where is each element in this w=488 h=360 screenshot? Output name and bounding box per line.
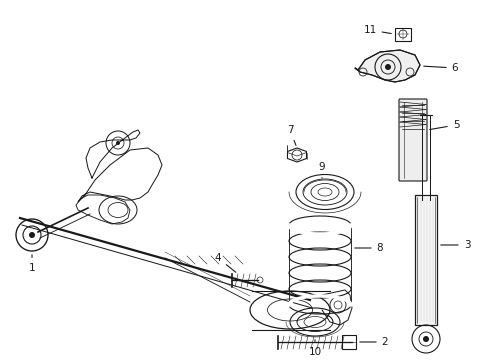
Text: 5: 5 (429, 120, 458, 130)
Text: 4: 4 (214, 253, 235, 272)
Text: 9: 9 (318, 162, 325, 178)
Text: 11: 11 (363, 25, 390, 35)
Text: 1: 1 (29, 255, 35, 273)
Text: 10: 10 (308, 340, 321, 357)
Text: 7: 7 (286, 125, 295, 145)
Circle shape (29, 232, 35, 238)
Text: 3: 3 (440, 240, 469, 250)
Text: 2: 2 (359, 337, 387, 347)
FancyBboxPatch shape (414, 195, 436, 325)
Polygon shape (354, 50, 419, 82)
Circle shape (384, 64, 390, 70)
Text: 8: 8 (354, 243, 383, 253)
Circle shape (422, 336, 428, 342)
Circle shape (116, 141, 120, 145)
FancyBboxPatch shape (398, 99, 426, 181)
Text: 6: 6 (423, 63, 457, 73)
